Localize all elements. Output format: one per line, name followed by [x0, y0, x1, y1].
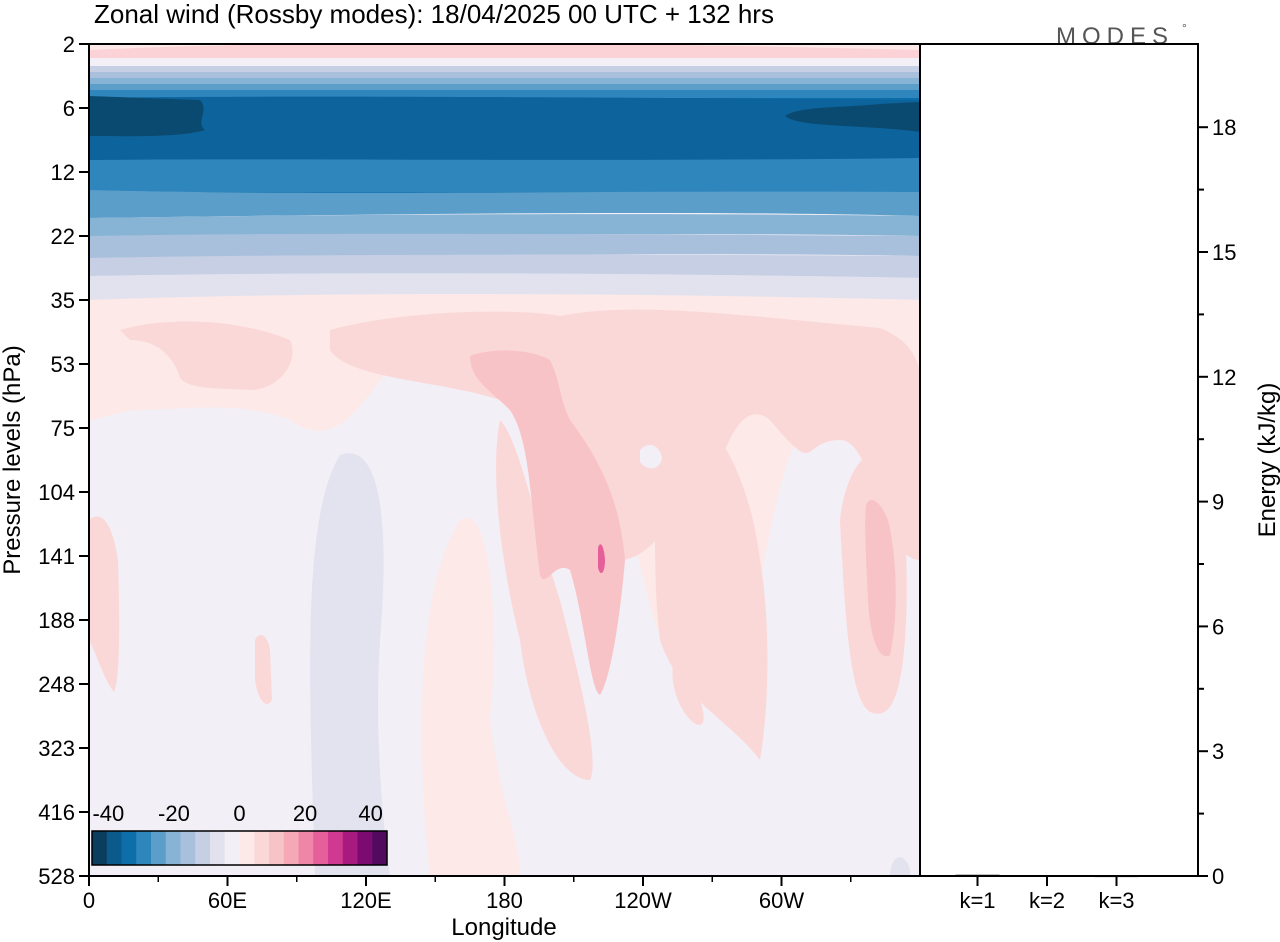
colorbar-swatch: [342, 831, 358, 865]
colorbar-swatch: [165, 831, 181, 865]
energy-bar: [1025, 875, 1069, 877]
colorbar-swatch: [239, 831, 255, 865]
colorbar-swatch: [313, 831, 329, 865]
colorbar-swatch: [372, 831, 388, 865]
y-tick-label: 2: [63, 32, 75, 57]
x-tick-label: 0: [83, 888, 95, 913]
energy-axis-label: Energy (kJ/kg): [1254, 383, 1280, 538]
y-tick-label: 248: [38, 672, 75, 697]
colorbar-swatch: [151, 831, 167, 865]
energy-tick-label: 18: [1212, 115, 1236, 140]
energy-tick-label: 12: [1212, 365, 1236, 390]
energy-tick-label: 0: [1212, 864, 1224, 889]
colorbar-swatch: [195, 831, 211, 865]
y-tick-label: 323: [38, 736, 75, 761]
energy-tick-label: 3: [1212, 739, 1224, 764]
y-tick-label: 12: [51, 160, 75, 185]
y-tick-label: 53: [51, 352, 75, 377]
y-axis: 2 6 12 22 35 53 75 104 141 188 248 323 416 528: [38, 32, 89, 889]
energy-tick-label: 9: [1212, 490, 1224, 515]
colorbar-swatch: [254, 831, 270, 865]
y-tick-label: 416: [38, 800, 75, 825]
colorbar-swatch: [269, 831, 285, 865]
x-axis-label: Longitude: [451, 914, 556, 941]
colorbar-swatch: [298, 831, 314, 865]
energy-tick-label: 6: [1212, 614, 1224, 639]
energy-bar: [955, 874, 1000, 877]
x-axis: 0 60E 120E 180 120W 60W: [83, 876, 852, 913]
y-tick-label: 6: [63, 96, 75, 121]
y-tick-label: 75: [51, 416, 75, 441]
y-tick-label: 104: [38, 480, 75, 505]
colorbar-tick-label: 20: [293, 801, 317, 826]
y-axis-label: Pressure levels (hPa): [0, 345, 26, 574]
colorbar-swatch: [180, 831, 196, 865]
colorbar-swatch: [357, 831, 373, 865]
colorbar-swatch: [92, 831, 108, 865]
y-tick-label: 35: [51, 288, 75, 313]
colorbar-swatch: [328, 831, 344, 865]
colorbar-tick-label: -40: [92, 801, 124, 826]
energy-bars: k=1 k=2 k=3: [955, 874, 1139, 913]
colorbar-swatch: [106, 831, 122, 865]
energy-category-label: k=2: [1029, 888, 1065, 913]
x-tick-label: 120E: [340, 888, 391, 913]
x-tick-label: 180: [486, 888, 523, 913]
energy-category-label: k=3: [1098, 888, 1134, 913]
y-tick-label: 141: [38, 544, 75, 569]
wind-field: [89, 44, 920, 876]
colorbar-frame: [91, 830, 388, 866]
colorbar-swatch: [210, 831, 226, 865]
colorbar-swatch: [224, 831, 240, 865]
x-tick-label: 60W: [759, 888, 804, 913]
modes-logo-mark: °: [1182, 21, 1187, 35]
colorbar-tick-label: -20: [158, 801, 190, 826]
colorbar-legend: -40 -20 0 20 40: [91, 801, 388, 866]
energy-category-label: k=1: [959, 888, 995, 913]
energy-axis: 0 3 6 9 12 15 18: [1198, 115, 1236, 889]
colorbar-tick-label: 40: [358, 801, 382, 826]
colorbar-tick-label: 0: [233, 801, 245, 826]
colorbar-swatch: [136, 831, 152, 865]
energy-tick-label: 15: [1212, 240, 1236, 265]
energy-panel: k=1 k=2 k=3 0 3 6 9 12 15 18 Energy (kJ/kg): [919, 43, 1280, 913]
y-tick-label: 22: [51, 224, 75, 249]
y-tick-label: 528: [38, 864, 75, 889]
colorbar-swatch: [283, 831, 299, 865]
x-tick-label: 120W: [614, 888, 672, 913]
x-tick-label: 60E: [208, 888, 247, 913]
colorbar-swatch: [121, 831, 137, 865]
y-tick-label: 188: [38, 608, 75, 633]
chart-title: Zonal wind (Rossby modes): 18/04/2025 00…: [94, 0, 774, 29]
contour-panel: 0 60E 120E 180 120W 60W 2 6 12 22 35 53 75 104 141 188…: [0, 32, 921, 941]
